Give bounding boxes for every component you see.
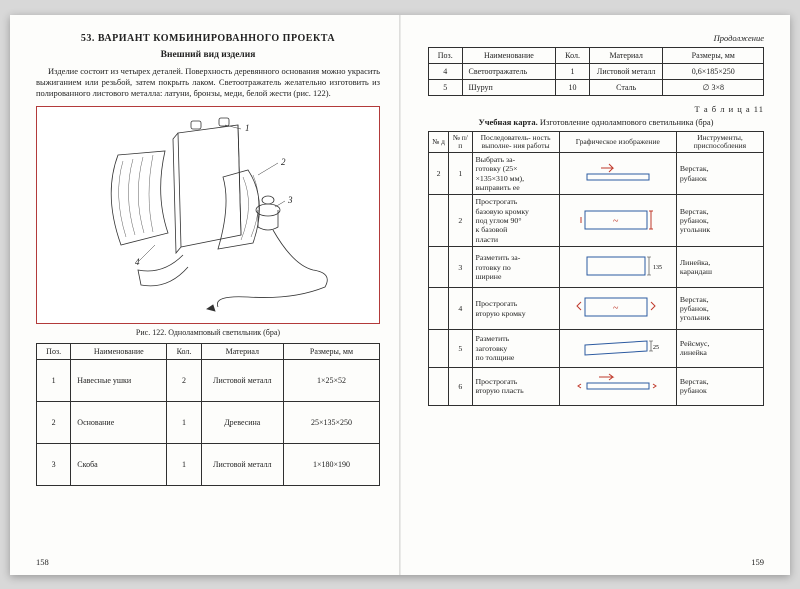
subtitle: Внешний вид изделия (36, 50, 380, 60)
step-diagram: ~ (559, 195, 676, 247)
th-qty: Кол. (556, 47, 590, 63)
continuation-label: Продолжение (428, 33, 764, 43)
svg-text:~: ~ (613, 216, 619, 227)
th-mat: Материал (201, 343, 283, 359)
table-row: 5 Шуруп 10 Сталь ∅ 3×8 (429, 79, 764, 95)
th-mat: Материал (589, 47, 663, 63)
table-row: 21Выбрать за-готовку (25××135×310 мм),вы… (429, 153, 764, 195)
table-row: 4Прострогатьвторую кромку~Верстак,рубано… (429, 288, 764, 329)
table-row: 1 Навесные ушки 2 Листовой металл 1×25×5… (37, 359, 380, 401)
th-qty: Кол. (167, 343, 201, 359)
table-row: 5Разметитьзаготовкупо толщине25Рейсмус,л… (429, 329, 764, 367)
th-n: № п/п (449, 131, 472, 153)
svg-text:~: ~ (613, 303, 619, 314)
table-row: 4 Светоотражатель 1 Листовой металл 0,6×… (429, 63, 764, 79)
th-d: № д (429, 131, 449, 153)
page-left: 53. ВАРИАНТ КОМБИНИРОВАННОГО ПРОЕКТА Вне… (10, 15, 400, 575)
parts-table-right: Поз. Наименование Кол. Материал Размеры,… (428, 47, 764, 96)
section-title: 53. ВАРИАНТ КОМБИНИРОВАННОГО ПРОЕКТА (36, 33, 380, 44)
table-row: 2 Основание 1 Древесина 25×135×250 (37, 401, 380, 443)
th-name: Наименование (462, 47, 556, 63)
th-tools: Инструменты, приспособления (676, 131, 763, 153)
th-name: Наименование (71, 343, 167, 359)
page-number-left: 158 (36, 557, 49, 567)
step-diagram (559, 153, 676, 195)
card-title: Учебная карта. Изготовление одноламповог… (428, 117, 764, 127)
table-row: 3 Скоба 1 Листовой металл 1×180×190 (37, 443, 380, 485)
th-seq: Последователь- ность выполне- ния работы (472, 131, 559, 153)
table-row: 2Прострогатьбазовую кромкупод углом 90°к… (429, 195, 764, 247)
table-row: 3Разметить за-готовку поширине135Линейка… (429, 247, 764, 288)
book-spread: 53. ВАРИАНТ КОМБИНИРОВАННОГО ПРОЕКТА Вне… (10, 15, 790, 575)
step-diagram (559, 367, 676, 405)
table-row: 6Прострогатьвторую пластьВерстак,рубанок (429, 367, 764, 405)
lamp-illustration: 1 2 3 4 (63, 115, 353, 315)
step-diagram: 135 (559, 247, 676, 288)
table-11-label: Т а б л и ц а 11 (428, 104, 764, 114)
th-size: Размеры, мм (663, 47, 764, 63)
svg-text:2: 2 (281, 157, 286, 167)
step-diagram: 25 (559, 329, 676, 367)
svg-text:1: 1 (245, 123, 250, 133)
parts-table-left: Поз. Наименование Кол. Материал Размеры,… (36, 343, 380, 486)
figure-caption: Рис. 122. Одноламповый светильник (бра) (36, 328, 380, 337)
process-table: № д № п/п Последователь- ность выполне- … (428, 131, 764, 406)
intro-paragraph: Изделие состоит из четырех деталей. Пове… (36, 66, 380, 100)
th-pos: Поз. (37, 343, 71, 359)
svg-text:135: 135 (653, 265, 662, 271)
figure-122: 1 2 3 4 (36, 106, 380, 324)
th-graphic: Графическое изображение (559, 131, 676, 153)
svg-text:3: 3 (287, 195, 293, 205)
svg-text:25: 25 (653, 345, 659, 351)
step-diagram: ~ (559, 288, 676, 329)
th-pos: Поз. (429, 47, 463, 63)
svg-text:4: 4 (135, 257, 140, 267)
page-right: Продолжение Поз. Наименование Кол. Матер… (400, 15, 790, 575)
th-size: Размеры, мм (283, 343, 379, 359)
page-number-right: 159 (751, 557, 764, 567)
